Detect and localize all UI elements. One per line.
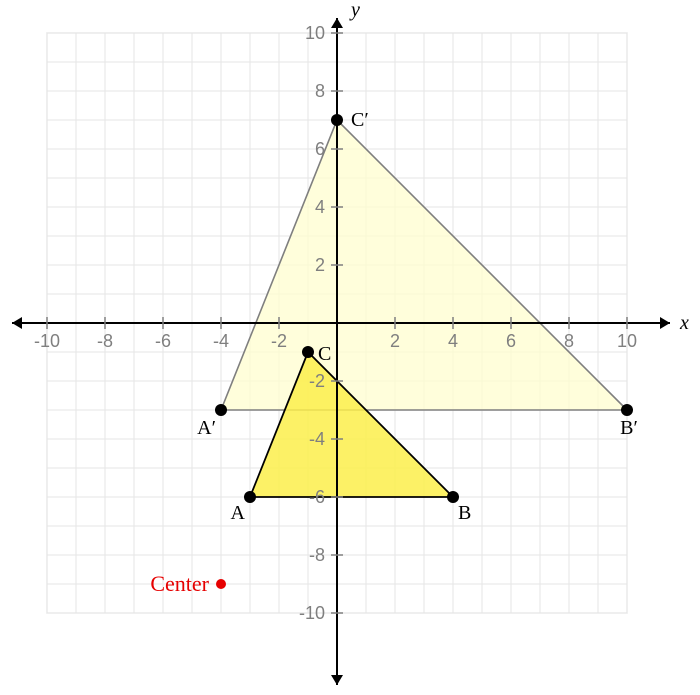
center-label: Center [150,571,209,596]
axis-arrow [12,317,22,329]
vertex-C [302,346,314,358]
x-tick-label: 10 [617,331,637,351]
x-tick-label: 4 [448,331,458,351]
vertex-label-Ap: A′ [197,417,216,439]
y-tick-label: 4 [315,197,325,217]
vertex-label-B: B [458,502,471,524]
vertex-label-C: C [318,343,331,365]
y-tick-label: -6 [309,487,325,507]
x-tick-label: -10 [34,331,60,351]
vertex-Ap [215,404,227,416]
y-tick-label: -8 [309,545,325,565]
coordinate-plane: x y 2 4 6 8 10 -10 -8 -6 -4 -2 2 4 6 8 10 -2 -4 -6 -8 -10 A B C A… [0,0,700,695]
vertex-Cp [331,114,343,126]
x-tick-label: -4 [213,331,229,351]
axis-arrow [331,675,343,685]
x-tick-label: 2 [390,331,400,351]
vertex-Bp [621,404,633,416]
y-tick-label: 6 [315,139,325,159]
x-tick-label: -8 [97,331,113,351]
y-tick-label: 10 [305,23,325,43]
x-tick-label: 8 [564,331,574,351]
y-tick-label: -4 [309,429,325,449]
x-tick-label: -2 [271,331,287,351]
axis-arrow [660,317,670,329]
y-axis-label: y [349,0,360,21]
x-axis-label: x [679,312,689,334]
y-tick-label: -10 [299,603,325,623]
x-tick-label: -6 [155,331,171,351]
vertex-A [244,491,256,503]
vertex-label-Cp: C′ [351,109,369,131]
center-point [216,579,226,589]
y-tick-label: 2 [315,255,325,275]
y-tick-label: -2 [309,371,325,391]
axis-arrow [331,18,343,28]
x-tick-label: 6 [506,331,516,351]
vertex-label-A: A [231,502,246,524]
vertex-label-Bp: B′ [620,417,638,439]
y-tick-label: 8 [315,81,325,101]
